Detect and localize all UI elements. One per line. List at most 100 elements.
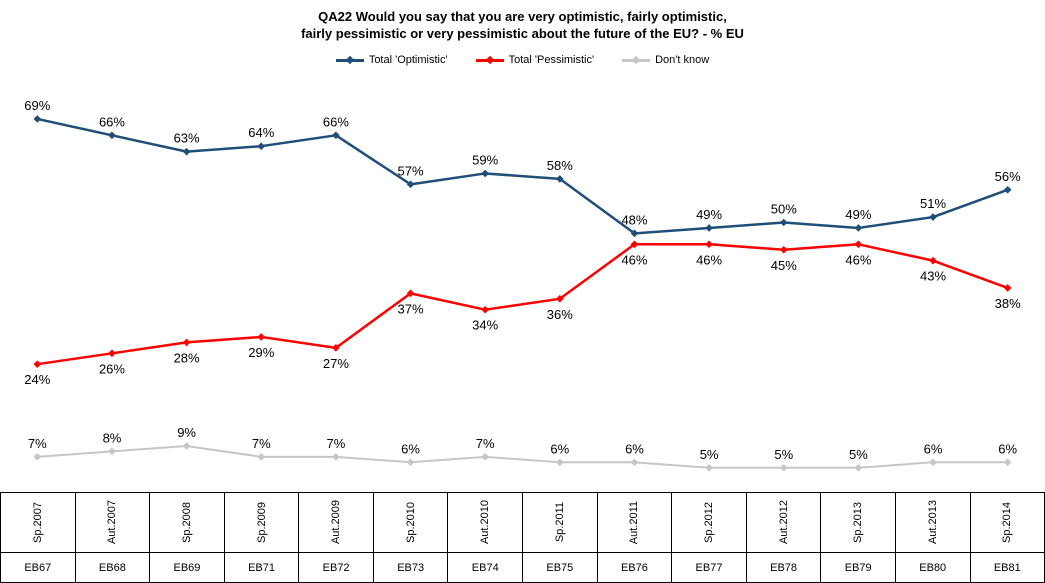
data-point-marker-pessimistic (108, 349, 116, 358)
x-axis-wave-label: Sp.2013 (821, 493, 895, 553)
data-point-label-dont-know: 7% (252, 436, 271, 451)
x-axis-eb-label: EB81 (993, 561, 1021, 574)
data-point-label-pessimistic: 43% (920, 269, 946, 284)
legend-item-pessimistic: Total 'Pessimistic' (475, 54, 595, 66)
data-point-marker-optimistic (929, 213, 937, 221)
legend-label-pessimistic: Total 'Pessimistic' (508, 54, 595, 66)
legend-label-optimistic: Total 'Optimistic' (368, 54, 448, 66)
data-point-marker-pessimistic (929, 256, 937, 265)
data-point-marker-pessimistic (406, 289, 415, 298)
data-point-label-optimistic: 50% (771, 202, 797, 217)
data-point-marker-dont-know (854, 463, 863, 472)
data-point-marker-optimistic (630, 229, 639, 238)
data-point-marker-dont-know (182, 442, 191, 450)
x-axis-eb-label: EB72 (322, 561, 350, 574)
data-point-label-pessimistic: 46% (845, 252, 871, 267)
data-point-label-optimistic: 66% (323, 114, 349, 129)
data-point-marker-optimistic (406, 180, 415, 189)
data-point-label-pessimistic: 26% (99, 361, 125, 376)
series-line-pessimistic (37, 243, 1009, 366)
data-point-label-pessimistic: 46% (621, 252, 647, 267)
data-point-label-pessimistic: 24% (24, 372, 50, 387)
x-axis-column: Aut.2012 EB78 (746, 493, 822, 582)
data-point-marker-pessimistic (182, 338, 191, 347)
data-point-label-optimistic: 63% (174, 131, 200, 146)
data-point-label-dont-know: 6% (998, 441, 1017, 456)
x-axis-wave-label: Sp.2014 (970, 493, 1045, 553)
data-point-label-optimistic: 56% (995, 169, 1021, 184)
data-point-marker-dont-know (406, 458, 415, 467)
chart-title-line2: fairly pessimistic or very pessimistic a… (301, 26, 744, 41)
x-axis-wave-label: Aut.2013 (895, 493, 970, 553)
chart-legend: Total 'Optimistic' Total 'Pessimistic' D… (0, 54, 1045, 66)
data-point-marker-dont-know (556, 458, 564, 467)
chart-canvas: 69% 66% 63% 64% 66% 57% 59% 58% 48% 49% 50% 49% 51% 5… (24, 98, 1021, 472)
data-point-label-dont-know: 8% (103, 430, 122, 445)
x-axis-eb-label: EB68 (98, 561, 126, 574)
data-point-label-optimistic: 64% (248, 125, 274, 140)
legend-marker-dont-know-icon (622, 55, 651, 65)
data-point-marker-dont-know (481, 453, 489, 461)
x-axis-eb-label: EB80 (919, 561, 947, 574)
data-point-label-optimistic: 58% (547, 158, 573, 173)
data-point-label-pessimistic: 38% (995, 296, 1021, 311)
x-axis-column: Sp.2007 EB67 (1, 493, 76, 582)
legend-label-dont-know: Don't know (655, 54, 710, 66)
data-point-label-pessimistic: 46% (696, 252, 722, 267)
data-point-marker-pessimistic (332, 344, 340, 352)
data-point-marker-pessimistic (779, 245, 788, 254)
x-axis-eb-label: EB76 (620, 561, 648, 574)
x-axis-column: Sp.2012 EB77 (672, 493, 747, 582)
data-point-marker-dont-know (257, 453, 266, 461)
data-point-label-dont-know: 7% (476, 436, 495, 451)
x-axis-wave-label: Aut.2012 (746, 493, 821, 553)
data-point-marker-optimistic (332, 131, 340, 140)
data-point-label-optimistic: 69% (24, 98, 50, 113)
data-point-marker-pessimistic (630, 240, 639, 249)
data-point-label-optimistic: 49% (845, 207, 871, 222)
x-axis-eb-label: EB77 (695, 561, 723, 574)
data-point-marker-dont-know (929, 458, 937, 467)
data-point-marker-pessimistic (257, 333, 266, 341)
data-point-label-dont-know: 6% (625, 441, 644, 456)
data-point-marker-dont-know (779, 463, 788, 472)
data-point-label-optimistic: 49% (696, 207, 722, 222)
data-point-marker-optimistic (779, 218, 788, 227)
x-axis-column: Sp.2013 EB79 (821, 493, 896, 582)
data-point-marker-optimistic (481, 169, 489, 178)
x-axis-wave-label: Aut.2007 (75, 493, 150, 553)
x-axis-eb-label: EB69 (173, 561, 201, 574)
data-point-marker-pessimistic (556, 295, 564, 303)
data-point-marker-dont-know (630, 458, 639, 467)
data-point-label-pessimistic: 45% (771, 258, 797, 273)
data-point-marker-pessimistic (705, 240, 713, 249)
data-point-marker-optimistic (705, 224, 713, 232)
x-axis-column: Sp.2011 EB75 (523, 493, 598, 582)
x-axis-wave-label: Sp.2011 (523, 493, 597, 553)
x-axis-column: Sp.2014 EB81 (970, 493, 1045, 582)
data-point-marker-dont-know (705, 463, 713, 472)
data-point-label-dont-know: 5% (849, 447, 868, 462)
data-point-label-dont-know: 6% (924, 441, 943, 456)
data-point-marker-optimistic (182, 147, 191, 156)
data-point-label-dont-know: 7% (326, 436, 345, 451)
data-point-label-optimistic: 48% (621, 212, 647, 227)
x-axis-column: Aut.2011 EB76 (597, 493, 673, 582)
data-point-marker-optimistic (1003, 186, 1012, 194)
x-axis-table: Sp.2007 EB67 Aut.2007 EB68 Sp.2008 EB69 Sp.200… (0, 492, 1045, 583)
data-point-marker-optimistic (108, 131, 116, 140)
data-point-label-pessimistic: 29% (248, 345, 274, 360)
data-point-marker-optimistic (854, 224, 863, 232)
x-axis-wave-label: Sp.2008 (150, 493, 224, 553)
data-point-label-pessimistic: 37% (398, 301, 424, 316)
data-point-label-dont-know: 7% (28, 436, 47, 451)
data-point-marker-pessimistic (481, 305, 489, 314)
x-axis-eb-label: EB78 (770, 561, 798, 574)
data-point-marker-optimistic (257, 142, 266, 150)
chart-title-line1: QA22 Would you say that you are very opt… (318, 9, 727, 24)
legend-item-dont-know: Don't know (622, 54, 709, 66)
data-point-marker-dont-know (108, 447, 116, 456)
data-point-label-optimistic: 57% (398, 163, 424, 178)
x-axis-eb-label: EB67 (24, 561, 52, 574)
x-axis-wave-label: Sp.2007 (1, 493, 75, 553)
